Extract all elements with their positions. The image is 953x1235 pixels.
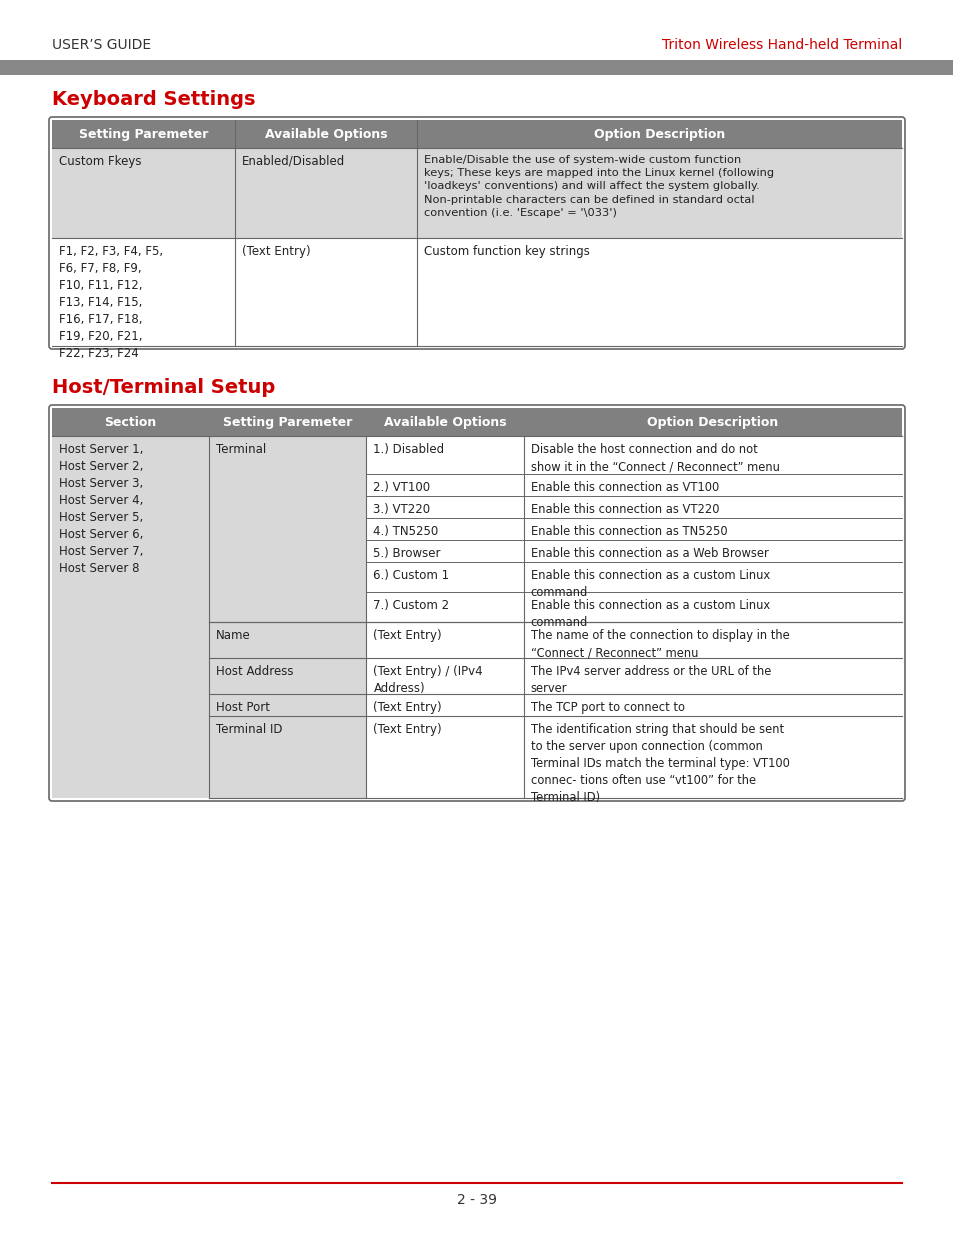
Text: (Text Entry): (Text Entry) [241,245,310,258]
Bar [209,694,366,716]
Bar [523,716,901,798]
Text: 5.) Browser: 5.) Browser [374,547,440,559]
Text: Host/Terminal Setup: Host/Terminal Setup [52,378,275,396]
Text: 4.) TN5250: 4.) TN5250 [374,525,438,538]
Text: 1.) Disabled: 1.) Disabled [374,443,444,456]
Text: Host Port: Host Port [216,701,270,714]
Text: The IPv4 server address or the URL of the
server: The IPv4 server address or the URL of th… [530,664,770,695]
Text: 2.) VT100: 2.) VT100 [374,480,430,494]
Text: Name: Name [216,629,251,642]
Bar [52,120,901,148]
Text: Option Description: Option Description [646,416,778,429]
Bar [523,562,901,592]
Text: Enable this connection as VT100: Enable this connection as VT100 [530,480,719,494]
Text: (Text Entry): (Text Entry) [374,722,441,736]
Text: Terminal: Terminal [216,443,266,456]
Text: Setting Paremeter: Setting Paremeter [78,128,208,141]
Text: Enabled/Disabled: Enabled/Disabled [241,156,345,168]
Text: Enable this connection as a custom Linux
command: Enable this connection as a custom Linux… [530,569,769,599]
Text: Disable the host connection and do not
show it in the “Connect / Reconnect” menu: Disable the host connection and do not s… [530,443,779,473]
Bar [209,436,366,622]
Bar [52,148,901,238]
Bar [366,474,523,496]
Bar [523,658,901,694]
Bar [366,496,523,517]
Bar [366,694,523,716]
Bar [523,694,901,716]
Text: Enable this connection as TN5250: Enable this connection as TN5250 [530,525,726,538]
FancyBboxPatch shape [49,117,904,350]
Text: Enable this connection as a custom Linux
command: Enable this connection as a custom Linux… [530,599,769,629]
FancyBboxPatch shape [49,405,904,802]
Bar [366,592,523,622]
Bar [366,540,523,562]
Text: The name of the connection to display in the
“Connect / Reconnect” menu: The name of the connection to display in… [530,629,789,659]
Text: Terminal ID: Terminal ID [216,722,282,736]
Text: Host Address: Host Address [216,664,294,678]
Text: The TCP port to connect to: The TCP port to connect to [530,701,684,714]
Bar [52,408,901,436]
Bar [523,496,901,517]
Text: 3.) VT220: 3.) VT220 [374,503,430,516]
Bar [523,592,901,622]
Text: Available Options: Available Options [383,416,506,429]
Text: 6.) Custom 1: 6.) Custom 1 [374,569,449,582]
Text: Custom function key strings: Custom function key strings [424,245,590,258]
Bar [523,436,901,474]
Bar [366,622,523,658]
Bar [209,716,366,798]
Bar [366,658,523,694]
Bar [52,238,901,346]
Bar [0,61,953,75]
Text: Custom Fkeys: Custom Fkeys [59,156,141,168]
Text: Available Options: Available Options [265,128,387,141]
Text: (Text Entry): (Text Entry) [374,629,441,642]
Text: Enable this connection as a Web Browser: Enable this connection as a Web Browser [530,547,768,559]
Bar [523,622,901,658]
Bar [523,540,901,562]
Text: Keyboard Settings: Keyboard Settings [52,90,255,109]
Bar [366,436,523,474]
Bar [366,562,523,592]
Text: Enable this connection as VT220: Enable this connection as VT220 [530,503,719,516]
Bar [52,436,209,798]
Text: The identification string that should be sent
to the server upon connection (com: The identification string that should be… [530,722,789,804]
Text: Host Server 1,
Host Server 2,
Host Server 3,
Host Server 4,
Host Server 5,
Host : Host Server 1, Host Server 2, Host Serve… [59,443,143,576]
Bar [366,716,523,798]
Bar [523,474,901,496]
Text: Triton Wireless Hand-held Terminal: Triton Wireless Hand-held Terminal [661,38,901,52]
Text: (Text Entry) / (IPv4
Address): (Text Entry) / (IPv4 Address) [374,664,482,695]
Text: USER’S GUIDE: USER’S GUIDE [52,38,151,52]
Bar [523,517,901,540]
Text: (Text Entry): (Text Entry) [374,701,441,714]
Text: Setting Paremeter: Setting Paremeter [223,416,353,429]
Bar [209,658,366,694]
Text: Enable/Disable the use of system-wide custom function
keys; These keys are mappe: Enable/Disable the use of system-wide cu… [424,156,774,217]
Text: Option Description: Option Description [594,128,724,141]
Text: 7.) Custom 2: 7.) Custom 2 [374,599,449,613]
Text: 2 - 39: 2 - 39 [456,1193,497,1207]
Bar [209,622,366,658]
Text: Section: Section [105,416,156,429]
Bar [366,517,523,540]
Text: F1, F2, F3, F4, F5,
F6, F7, F8, F9,
F10, F11, F12,
F13, F14, F15,
F16, F17, F18,: F1, F2, F3, F4, F5, F6, F7, F8, F9, F10,… [59,245,163,359]
